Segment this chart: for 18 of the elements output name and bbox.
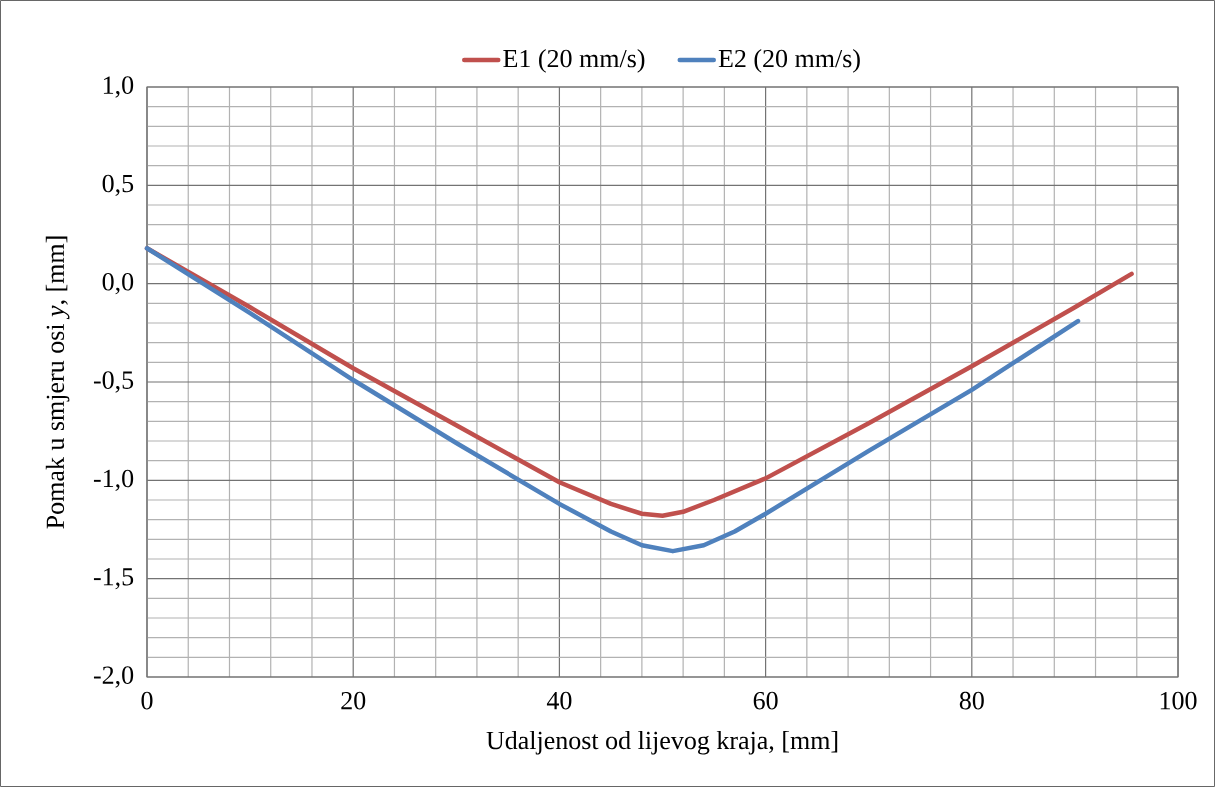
y-tick-label: -1,5 [93,568,134,590]
y-tick-label: 0,5 [102,174,134,196]
legend-label: E1 (20 mm/s) [503,49,645,73]
y-tick-label: -2,0 [93,666,134,688]
x-tick-label: 100 [1160,691,1197,710]
x-tick-label: 40 [546,691,572,710]
x-tick-label: 0 [141,691,153,710]
y-tick-label: 0,0 [102,273,134,295]
x-tick-label: 20 [341,691,366,710]
y-tick-label: -1,0 [93,469,134,491]
x-tick-label: 60 [753,691,778,710]
x-axis-title: Udaljenost od lijevog kraja, [mm] [486,730,838,755]
y-axis-title: Pomak u smjeru osi y, [mm] [45,236,70,529]
line-series [144,246,1081,554]
legend-label: E2 (20 mm/s) [718,49,860,73]
y-tick-label: 1,0 [103,76,134,98]
x-tick-label: 80 [959,691,984,710]
y-tick-label: -0,5 [93,371,134,393]
